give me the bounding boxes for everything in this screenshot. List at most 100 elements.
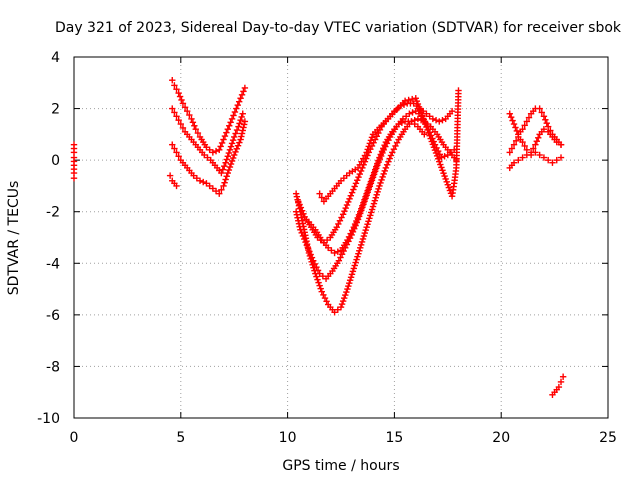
data-point [209, 149, 217, 156]
data-point [383, 161, 391, 168]
data-point [515, 156, 522, 164]
data-point [366, 140, 374, 147]
data-point [361, 196, 368, 203]
data-point [314, 267, 322, 274]
data-point [512, 137, 520, 145]
data-point [297, 204, 305, 211]
data-point [512, 124, 519, 131]
data-point [402, 113, 410, 120]
data-point [181, 104, 189, 111]
data-point [296, 223, 303, 230]
data-point [428, 138, 435, 145]
data-point [316, 270, 323, 277]
data-point [365, 218, 372, 225]
data-point [334, 248, 341, 255]
data-point [357, 241, 365, 249]
data-point [374, 188, 381, 196]
data-point [416, 106, 424, 113]
data-point [238, 113, 245, 121]
data-point [303, 242, 311, 249]
data-point [221, 179, 228, 186]
data-point [226, 146, 234, 154]
y-tick-label: 0 [51, 153, 60, 169]
data-point [367, 137, 375, 144]
data-point [236, 120, 243, 127]
data-point [510, 159, 518, 166]
data-point [223, 156, 230, 163]
data-point [354, 214, 361, 222]
data-point [364, 187, 371, 194]
x-tick-label: 20 [492, 430, 510, 446]
data-point [385, 158, 392, 165]
data-point [356, 247, 363, 254]
data-point [222, 159, 229, 166]
y-tick-label: -4 [46, 256, 60, 272]
data-point [218, 186, 225, 193]
data-point [425, 129, 432, 137]
data-point [357, 208, 364, 215]
data-point [342, 291, 349, 299]
data-point [363, 190, 370, 197]
data-point [351, 262, 358, 269]
axis-ticks [73, 56, 609, 419]
data-point [352, 180, 360, 187]
data-point [169, 141, 176, 148]
data-point [204, 154, 211, 161]
data-point [347, 230, 354, 237]
data-point [553, 156, 560, 164]
data-point [194, 129, 202, 137]
data-point [360, 232, 368, 240]
data-point [421, 131, 428, 138]
data-point [413, 97, 421, 105]
data-point [239, 127, 246, 134]
data-point [368, 175, 376, 182]
data-point [240, 88, 247, 95]
data-point [375, 185, 382, 193]
data-point [224, 126, 231, 133]
data-point [335, 220, 342, 228]
data-point [237, 95, 244, 102]
x-tick-label: 10 [279, 430, 297, 446]
data-point [223, 173, 230, 180]
data-point [344, 236, 351, 244]
data-point [370, 200, 378, 207]
data-point [376, 154, 383, 161]
data-point [241, 84, 249, 92]
data-point [421, 118, 428, 125]
data-point [319, 272, 327, 280]
data-point [310, 257, 317, 264]
data-point [376, 182, 383, 190]
data-point [406, 110, 413, 117]
data-point [328, 247, 335, 254]
data-point [444, 181, 451, 188]
data-point [372, 194, 379, 201]
data-point [231, 151, 238, 159]
data-point [219, 166, 227, 173]
data-point [240, 121, 248, 128]
data-point [222, 176, 229, 183]
data-point [553, 138, 560, 146]
data-point [235, 123, 242, 130]
data-point [439, 167, 446, 174]
data-point [358, 238, 366, 246]
data-point [543, 119, 550, 127]
data-point [346, 277, 354, 284]
data-point [535, 134, 542, 141]
data-point [314, 276, 321, 283]
data-point [315, 279, 322, 286]
data-point [350, 186, 357, 193]
data-point [508, 145, 516, 152]
data-point [179, 124, 187, 132]
data-point [232, 130, 239, 137]
data-point [436, 118, 443, 125]
data-point [345, 198, 352, 206]
data-point [532, 141, 539, 148]
data-point [203, 180, 210, 187]
data-point [228, 115, 236, 123]
x-axis-label: GPS time / hours [282, 458, 399, 474]
data-point [307, 251, 314, 258]
data-point [378, 176, 385, 184]
data-point [367, 212, 374, 219]
data-point [346, 195, 353, 203]
data-point [228, 140, 236, 147]
